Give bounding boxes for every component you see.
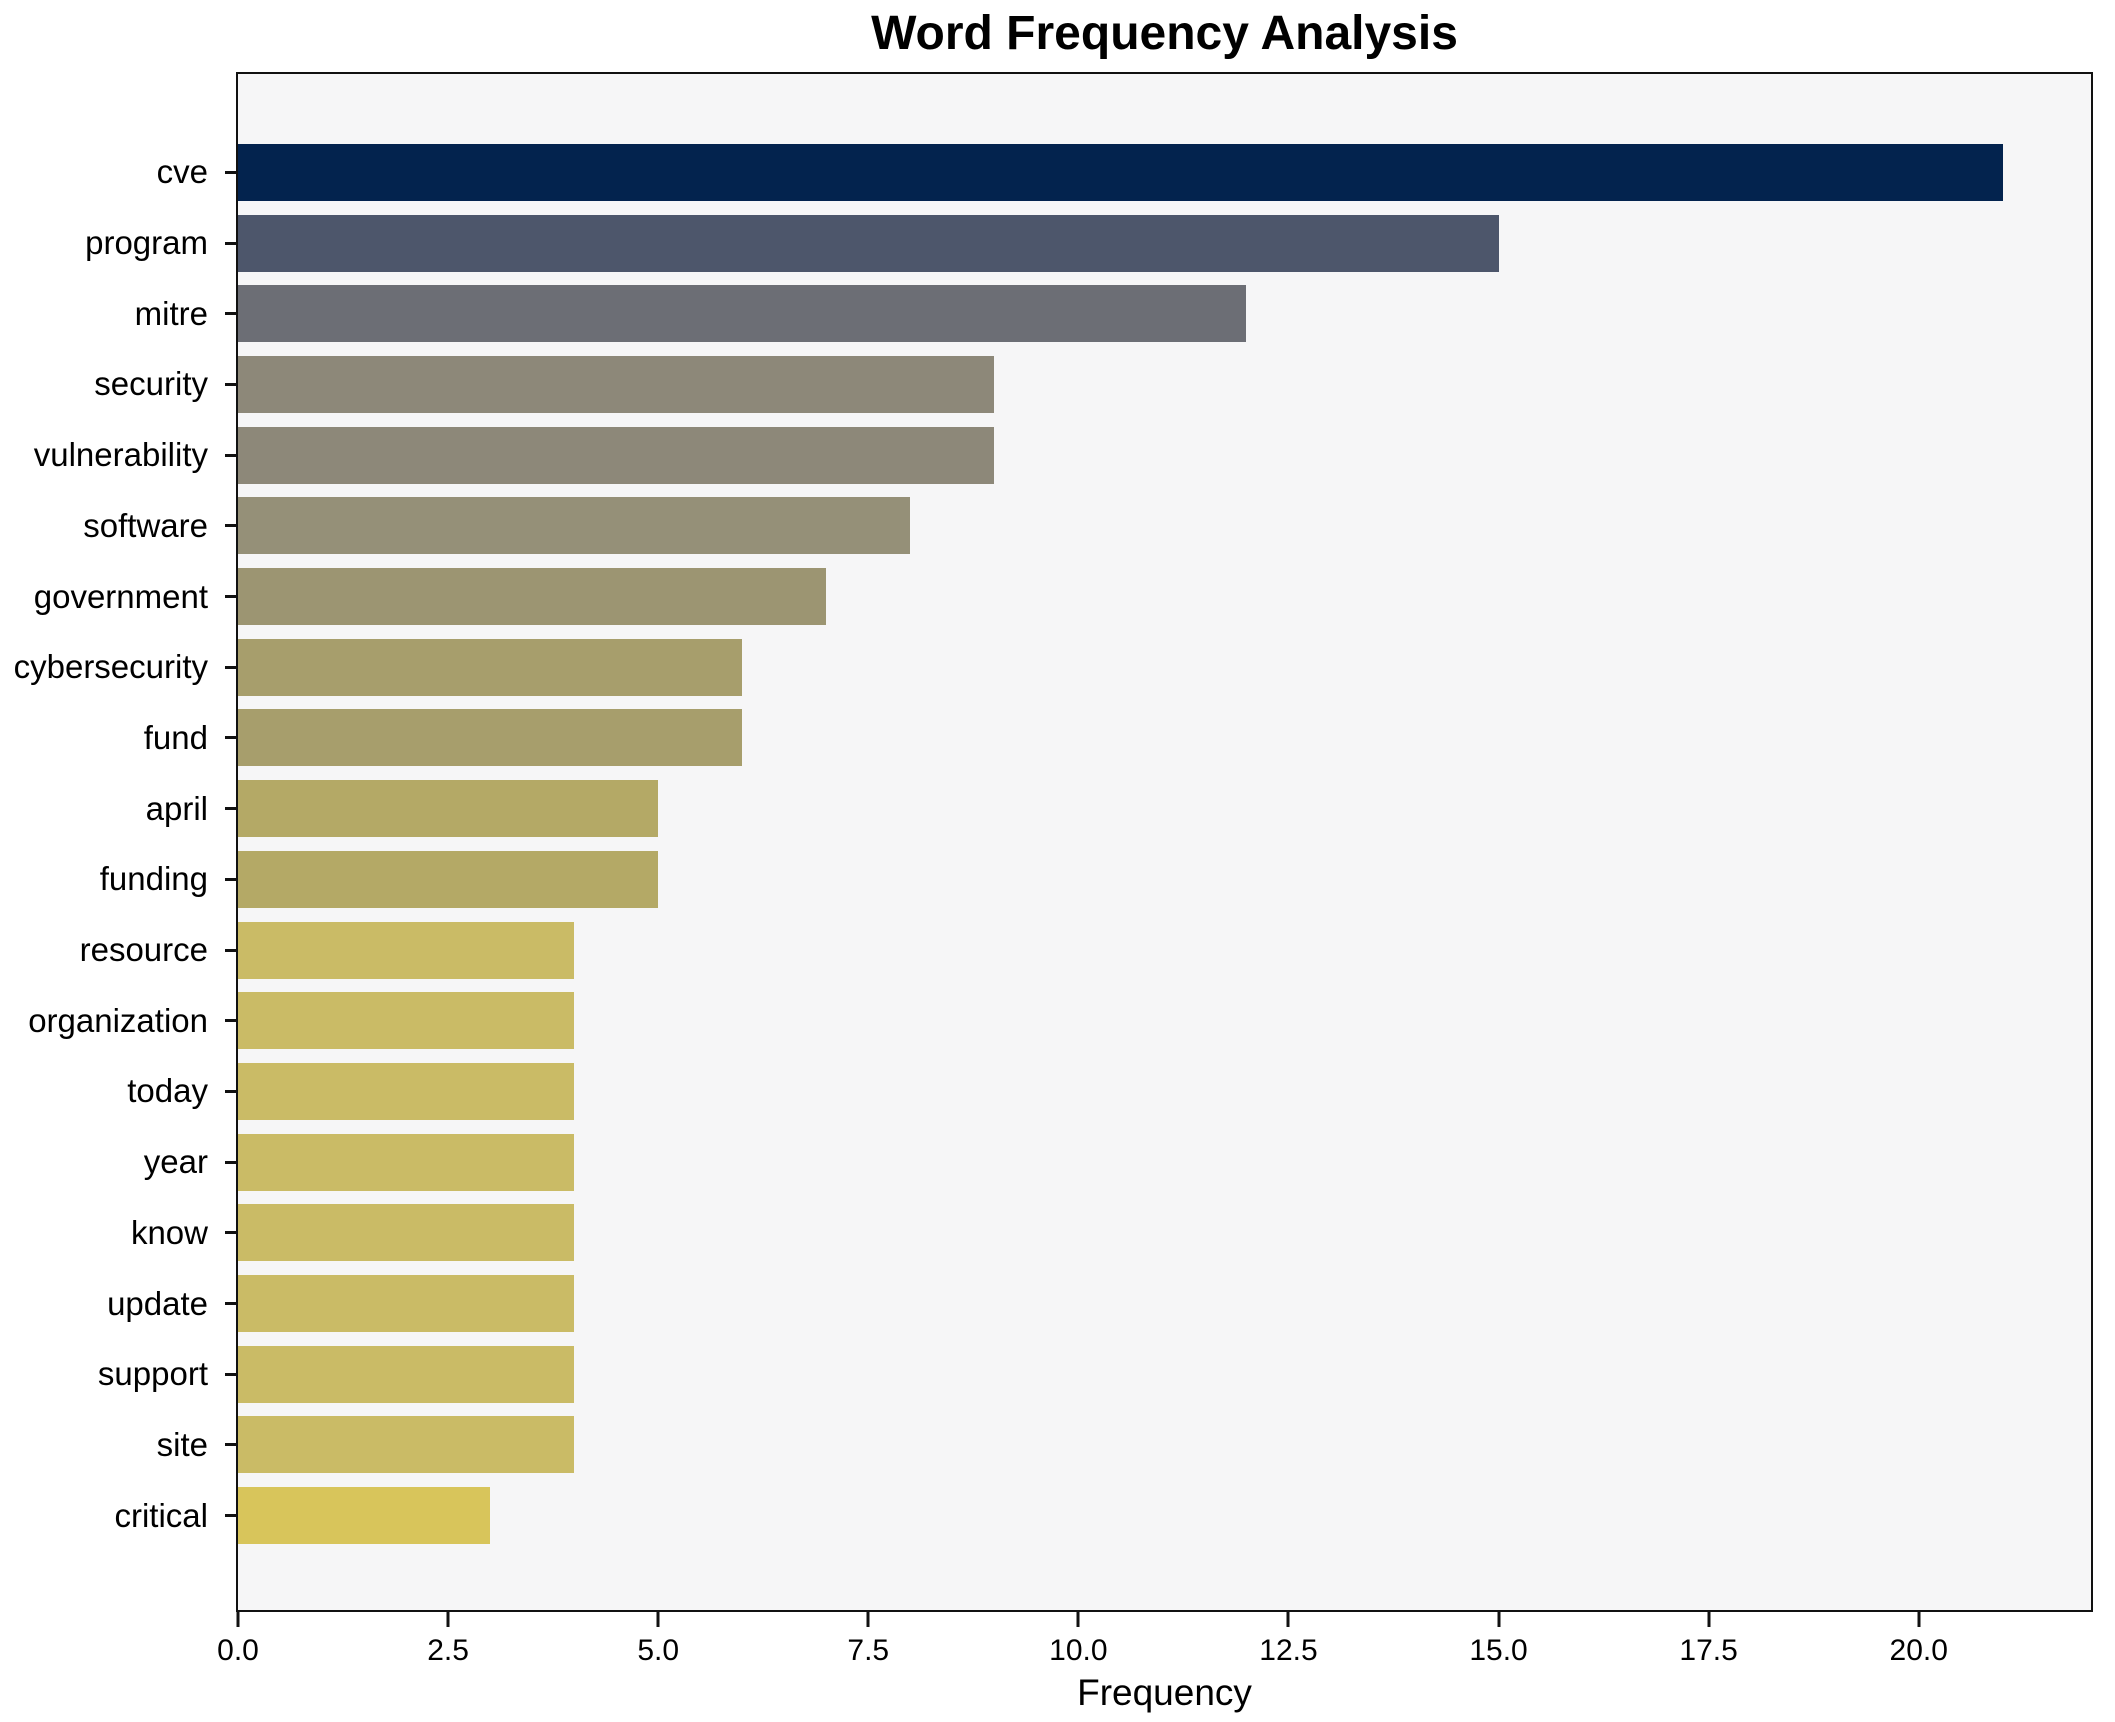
bar-cve bbox=[238, 143, 2003, 201]
bar-critical bbox=[238, 1487, 491, 1545]
bar-security bbox=[238, 355, 995, 413]
y-tick-mark bbox=[225, 382, 238, 386]
x-tick-mark bbox=[656, 1610, 660, 1627]
y-tick-label-cve: cve bbox=[156, 153, 208, 191]
bar-cybersecurity bbox=[238, 638, 743, 696]
y-tick-mark bbox=[225, 524, 238, 528]
x-tick-label: 2.5 bbox=[427, 1634, 469, 1667]
y-tick-label-funding: funding bbox=[99, 860, 208, 898]
y-tick-label-cybersecurity: cybersecurity bbox=[13, 648, 208, 686]
x-axis-label: Frequency bbox=[1077, 1672, 1252, 1713]
y-tick-mark bbox=[225, 1019, 238, 1023]
x-tick-mark bbox=[1917, 1610, 1921, 1627]
bar-vulnerability bbox=[238, 426, 995, 484]
bar-software bbox=[238, 497, 911, 555]
y-tick-label-know: know bbox=[130, 1213, 208, 1251]
y-tick-label-government: government bbox=[33, 577, 208, 615]
y-tick-mark bbox=[225, 1231, 238, 1235]
y-tick-label-resource: resource bbox=[79, 931, 208, 969]
x-tick-mark bbox=[236, 1610, 240, 1627]
x-tick-mark bbox=[866, 1610, 870, 1627]
y-tick-label-critical: critical bbox=[114, 1496, 208, 1534]
y-tick-label-software: software bbox=[83, 506, 208, 544]
y-tick-mark bbox=[225, 807, 238, 811]
x-tick-mark bbox=[446, 1610, 450, 1627]
bar-april bbox=[238, 780, 659, 838]
y-tick-mark bbox=[225, 1372, 238, 1376]
bar-government bbox=[238, 568, 827, 626]
y-tick-mark bbox=[225, 1302, 238, 1306]
bar-resource bbox=[238, 921, 575, 979]
bar-support bbox=[238, 1345, 575, 1403]
y-tick-label-site: site bbox=[156, 1425, 208, 1463]
y-tick-mark bbox=[225, 1443, 238, 1447]
bar-funding bbox=[238, 850, 659, 908]
bar-fund bbox=[238, 709, 743, 767]
y-tick-mark bbox=[225, 877, 238, 881]
x-tick-mark bbox=[1076, 1610, 1080, 1627]
bar-organization bbox=[238, 992, 575, 1050]
x-tick-label: 10.0 bbox=[1049, 1634, 1108, 1667]
y-tick-label-fund: fund bbox=[143, 718, 208, 756]
bar-mitre bbox=[238, 285, 1247, 343]
y-tick-mark bbox=[225, 1514, 238, 1518]
x-tick-label: 7.5 bbox=[847, 1634, 890, 1667]
y-tick-mark bbox=[225, 595, 238, 599]
chart-title: Word Frequency Analysis bbox=[871, 7, 1458, 60]
y-tick-mark bbox=[225, 241, 238, 245]
y-tick-label-support: support bbox=[97, 1355, 208, 1393]
y-tick-mark bbox=[225, 948, 238, 952]
y-tick-mark bbox=[225, 736, 238, 740]
x-tick-mark bbox=[1286, 1610, 1290, 1627]
bar-today bbox=[238, 1062, 575, 1120]
bar-update bbox=[238, 1275, 575, 1333]
y-tick-label-update: update bbox=[107, 1284, 208, 1322]
y-tick-mark bbox=[225, 453, 238, 457]
y-tick-mark bbox=[225, 665, 238, 669]
x-tick-label: 15.0 bbox=[1469, 1634, 1528, 1667]
y-tick-label-organization: organization bbox=[28, 1001, 208, 1039]
y-tick-mark bbox=[225, 1089, 238, 1093]
y-tick-label-program: program bbox=[85, 224, 208, 262]
y-tick-label-mitre: mitre bbox=[134, 294, 208, 332]
bar-site bbox=[238, 1416, 575, 1474]
x-tick-label: 12.5 bbox=[1259, 1634, 1318, 1667]
y-tick-mark bbox=[225, 1160, 238, 1164]
x-tick-label: 17.5 bbox=[1679, 1634, 1738, 1667]
y-tick-mark bbox=[225, 312, 238, 316]
x-tick-mark bbox=[1497, 1610, 1501, 1627]
y-tick-label-today: today bbox=[127, 1072, 208, 1110]
plot-area: cve program mitre security vulnerability soft… bbox=[14, 72, 2093, 1667]
x-tick-mark bbox=[1707, 1610, 1711, 1627]
bar-program bbox=[238, 214, 1499, 272]
bar-know bbox=[238, 1204, 575, 1262]
y-tick-label-security: security bbox=[94, 365, 208, 403]
x-tick-label: 20.0 bbox=[1889, 1634, 1948, 1667]
x-tick-label: 5.0 bbox=[637, 1634, 680, 1667]
y-tick-label-april: april bbox=[145, 789, 208, 827]
x-tick-label: 0.0 bbox=[217, 1634, 259, 1667]
y-tick-label-year: year bbox=[143, 1143, 208, 1181]
y-tick-label-vulnerability: vulnerability bbox=[33, 436, 208, 474]
y-tick-mark bbox=[225, 170, 238, 174]
bar-year bbox=[238, 1133, 575, 1191]
